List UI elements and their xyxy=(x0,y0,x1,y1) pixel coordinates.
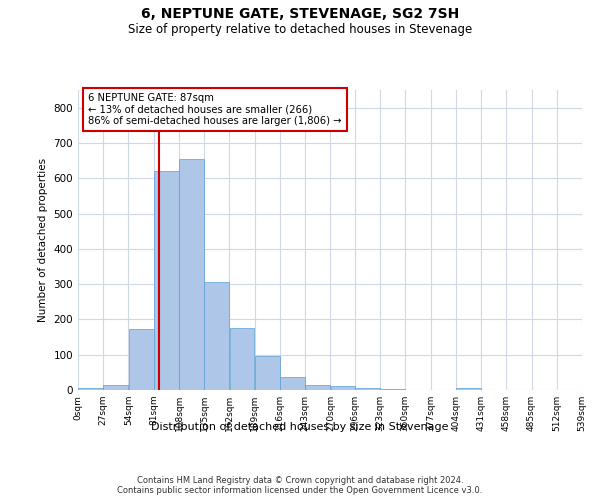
Y-axis label: Number of detached properties: Number of detached properties xyxy=(38,158,48,322)
Bar xyxy=(103,385,128,390)
Bar xyxy=(331,386,355,390)
Bar xyxy=(456,388,481,390)
Bar xyxy=(154,171,179,390)
Text: Distribution of detached houses by size in Stevenage: Distribution of detached houses by size … xyxy=(151,422,449,432)
Bar xyxy=(305,385,330,390)
Text: Contains HM Land Registry data © Crown copyright and database right 2024.
Contai: Contains HM Land Registry data © Crown c… xyxy=(118,476,482,495)
Bar xyxy=(205,282,229,390)
Bar xyxy=(179,159,204,390)
Text: 6, NEPTUNE GATE, STEVENAGE, SG2 7SH: 6, NEPTUNE GATE, STEVENAGE, SG2 7SH xyxy=(141,8,459,22)
Bar xyxy=(255,356,280,390)
Text: 6 NEPTUNE GATE: 87sqm
← 13% of detached houses are smaller (266)
86% of semi-det: 6 NEPTUNE GATE: 87sqm ← 13% of detached … xyxy=(88,93,341,126)
Bar xyxy=(280,376,305,390)
Bar xyxy=(230,328,254,390)
Text: Size of property relative to detached houses in Stevenage: Size of property relative to detached ho… xyxy=(128,22,472,36)
Bar xyxy=(355,388,380,390)
Bar xyxy=(129,330,154,390)
Bar xyxy=(78,388,103,390)
